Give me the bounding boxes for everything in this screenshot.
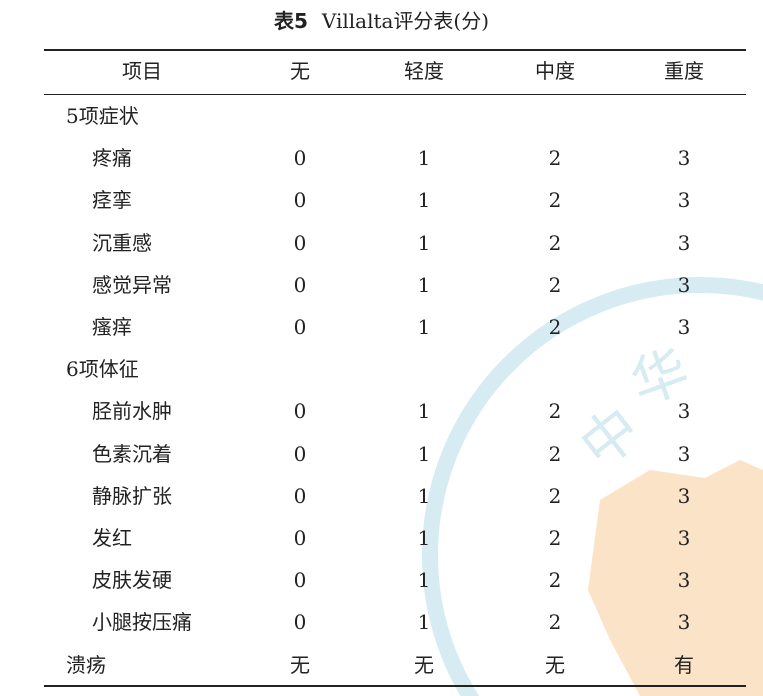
row-label: 色素沉着 xyxy=(92,441,172,466)
cell-none: 0 xyxy=(293,315,307,339)
table-caption: 表5 Villalta评分表(分) xyxy=(0,6,763,36)
cell-severe: 3 xyxy=(677,568,691,593)
section-row: 5项症状 xyxy=(44,95,746,137)
cell-severe: 3 xyxy=(677,272,691,297)
table-row: 发红 0 1 2 3 xyxy=(44,517,746,559)
cell-none: 0 xyxy=(293,230,307,255)
row-label: 痉挛 xyxy=(92,188,132,213)
cell-mild: 1 xyxy=(417,441,431,466)
table-row: 溃疡 无 无 无 有 xyxy=(44,644,746,686)
cell-moderate: 2 xyxy=(548,146,562,171)
cell-mild: 1 xyxy=(417,483,431,508)
table-row: 小腿按压痛 0 1 2 3 xyxy=(44,601,746,643)
cell-mild: 1 xyxy=(417,568,431,593)
table-row: 痉挛 0 1 2 3 xyxy=(44,179,746,221)
cell-none: 0 xyxy=(293,526,307,550)
row-label: 瘙痒 xyxy=(92,315,132,339)
cell-moderate: 2 xyxy=(548,526,562,550)
cell-severe: 3 xyxy=(677,526,691,550)
cell-moderate: 2 xyxy=(548,399,562,424)
table-title: Villalta评分表(分) xyxy=(321,9,490,33)
cell-none: 无 xyxy=(290,652,310,677)
cell-none: 0 xyxy=(293,399,307,424)
cell-moderate: 2 xyxy=(548,272,562,297)
cell-mild: 1 xyxy=(417,526,431,550)
table-row: 疼痛 0 1 2 3 xyxy=(44,137,746,179)
cell-severe: 3 xyxy=(677,230,691,255)
section-row: 6项体征 xyxy=(44,348,746,390)
cell-moderate: 无 xyxy=(545,652,565,677)
row-label: 胫前水肿 xyxy=(92,399,172,424)
header-severe: 重度 xyxy=(664,59,704,83)
cell-none: 0 xyxy=(293,188,307,213)
header-moderate: 中度 xyxy=(535,59,575,83)
cell-none: 0 xyxy=(293,272,307,297)
row-label: 发红 xyxy=(92,526,132,550)
table-header-row: 项目 无 轻度 中度 重度 xyxy=(44,50,746,92)
cell-mild: 1 xyxy=(417,146,431,171)
cell-moderate: 2 xyxy=(548,441,562,466)
section-label: 6项体征 xyxy=(66,357,139,382)
table-row: 皮肤发硬 0 1 2 3 xyxy=(44,559,746,601)
header-none: 无 xyxy=(290,59,310,83)
cell-severe: 有 xyxy=(674,652,694,677)
row-label: 溃疡 xyxy=(66,652,106,677)
cell-mild: 1 xyxy=(417,315,431,339)
cell-moderate: 2 xyxy=(548,230,562,255)
cell-severe: 3 xyxy=(677,441,691,466)
header-mild: 轻度 xyxy=(404,59,444,83)
cell-mild: 1 xyxy=(417,272,431,297)
table-row: 色素沉着 0 1 2 3 xyxy=(44,433,746,475)
table-row: 感觉异常 0 1 2 3 xyxy=(44,264,746,306)
cell-moderate: 2 xyxy=(548,315,562,339)
header-rule xyxy=(44,94,746,95)
cell-mild: 1 xyxy=(417,188,431,213)
table-row: 沉重感 0 1 2 3 xyxy=(44,222,746,264)
cell-none: 0 xyxy=(293,568,307,593)
cell-severe: 3 xyxy=(677,399,691,424)
cell-severe: 3 xyxy=(677,483,691,508)
row-label: 皮肤发硬 xyxy=(92,568,172,593)
cell-none: 0 xyxy=(293,146,307,171)
section-label: 5项症状 xyxy=(66,104,139,128)
row-label: 感觉异常 xyxy=(92,272,172,297)
table-row: 静脉扩张 0 1 2 3 xyxy=(44,475,746,517)
cell-none: 0 xyxy=(293,483,307,508)
cell-severe: 3 xyxy=(677,610,691,635)
table-row: 瘙痒 0 1 2 3 xyxy=(44,306,746,348)
row-label: 疼痛 xyxy=(92,146,132,171)
cell-moderate: 2 xyxy=(548,568,562,593)
row-label: 沉重感 xyxy=(92,230,152,255)
cell-mild: 1 xyxy=(417,399,431,424)
cell-none: 0 xyxy=(293,441,307,466)
table-row: 胫前水肿 0 1 2 3 xyxy=(44,390,746,432)
cell-moderate: 2 xyxy=(548,610,562,635)
cell-moderate: 2 xyxy=(548,188,562,213)
cell-severe: 3 xyxy=(677,315,691,339)
cell-none: 0 xyxy=(293,610,307,635)
cell-severe: 3 xyxy=(677,146,691,171)
cell-moderate: 2 xyxy=(548,483,562,508)
cell-mild: 1 xyxy=(417,230,431,255)
cell-mild: 无 xyxy=(414,652,434,677)
cell-mild: 1 xyxy=(417,610,431,635)
cell-severe: 3 xyxy=(677,188,691,213)
row-label: 小腿按压痛 xyxy=(92,610,192,635)
table-number: 表5 xyxy=(273,9,308,33)
header-item: 项目 xyxy=(122,59,162,83)
top-rule xyxy=(44,49,746,51)
bottom-rule xyxy=(44,685,746,687)
row-label: 静脉扩张 xyxy=(92,483,172,508)
